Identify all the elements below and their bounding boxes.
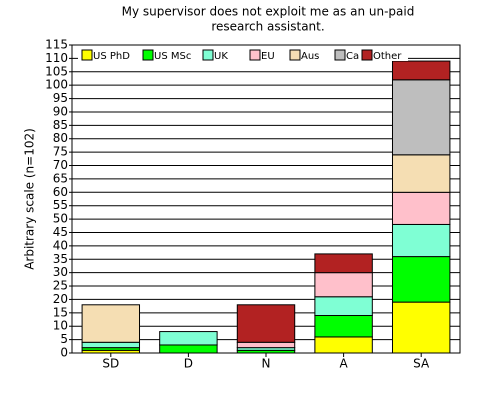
y-axis-label: Arbitrary scale (n=102) — [23, 128, 37, 270]
y-tick-label: 90 — [53, 104, 68, 118]
x-tick-label: D — [184, 357, 193, 371]
y-tick-label: 95 — [53, 91, 68, 105]
legend-box — [78, 49, 408, 61]
bar-segment — [236, 341, 296, 349]
legend-label: US MSc — [154, 51, 191, 62]
bar-segment — [81, 304, 141, 343]
x-tick-label: A — [339, 357, 348, 371]
legend-label: UK — [214, 51, 228, 62]
y-tick-label: 100 — [45, 78, 68, 92]
plot-frame — [71, 44, 461, 354]
y-tick-label: 35 — [53, 252, 68, 266]
bar-segment — [391, 256, 451, 303]
y-tick-label: 25 — [53, 279, 68, 293]
x-tick-label: SD — [102, 357, 119, 371]
y-tick-label: 45 — [53, 225, 68, 239]
y-tick-label: 10 — [53, 319, 68, 333]
y-tick-label: 65 — [53, 171, 68, 185]
bar-segment — [159, 344, 218, 354]
legend-label: Ca — [346, 51, 359, 62]
bar-segment — [391, 191, 451, 225]
y-tick-label: 60 — [53, 185, 68, 199]
bar-segment — [391, 79, 451, 156]
y-tick-label: 50 — [53, 212, 68, 226]
y-tick-label: 110 — [45, 51, 68, 65]
bar-segment — [314, 296, 373, 317]
bar-segment — [236, 304, 296, 343]
legend-label: EU — [261, 51, 275, 62]
y-tick-label: 20 — [53, 292, 68, 306]
chart-title: research assistant. — [211, 20, 324, 34]
legend-swatch — [142, 49, 154, 61]
y-tick-label: 80 — [53, 131, 68, 145]
legend-swatch — [289, 49, 301, 61]
legend-swatch — [361, 49, 373, 61]
y-tick-label: 85 — [53, 118, 68, 132]
y-tick-label: 30 — [53, 265, 68, 279]
bar-segment — [391, 223, 451, 258]
legend-label: Aus — [301, 51, 319, 62]
bar-segment — [314, 336, 373, 354]
x-tick-label: N — [262, 357, 271, 371]
bar-segment — [159, 331, 218, 346]
x-tick-label: SA — [413, 357, 430, 371]
y-tick-label: 55 — [53, 198, 68, 212]
bar-segment — [81, 341, 141, 349]
bar-segment — [314, 253, 373, 274]
y-tick-label: 105 — [45, 64, 68, 78]
legend-swatch — [81, 49, 93, 61]
legend-label: Other — [373, 51, 402, 62]
legend-swatch — [202, 49, 214, 61]
y-tick-label: 70 — [53, 158, 68, 172]
legend-label: US PhD — [93, 51, 130, 62]
y-tick-label: 15 — [53, 305, 68, 319]
y-tick-label: 0 — [60, 346, 68, 360]
bar-segment — [391, 154, 451, 193]
legend: US PhD US MSc UK EU Aus Ca Other — [78, 49, 408, 62]
legend-swatch — [334, 49, 346, 61]
bar-segment — [391, 60, 451, 81]
bar-segment — [314, 315, 373, 338]
chart-title: My supervisor does not exploit me as an … — [122, 5, 415, 19]
y-tick-label: 115 — [45, 38, 68, 52]
y-tick-label: 75 — [53, 145, 68, 159]
legend-swatch — [249, 49, 261, 61]
y-tick-label: 40 — [53, 238, 68, 252]
y-tick-label: 5 — [60, 332, 68, 346]
bar-segment — [314, 272, 373, 298]
bar-segment — [391, 301, 451, 354]
